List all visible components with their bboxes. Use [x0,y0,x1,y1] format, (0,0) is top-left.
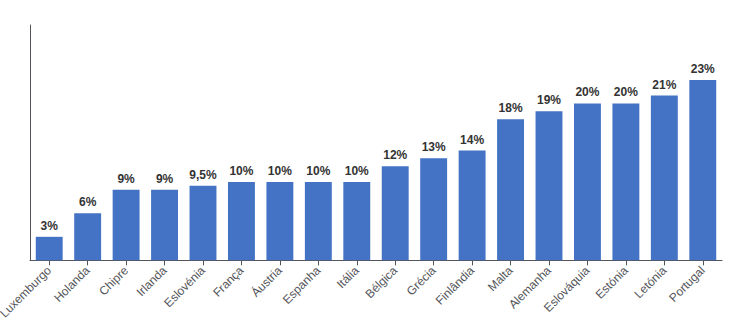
svg-text:14%: 14% [460,133,484,147]
svg-text:Malta: Malta [485,263,516,294]
svg-text:9%: 9% [156,172,174,186]
svg-text:6%: 6% [79,195,97,209]
svg-text:Finlândia: Finlândia [433,263,478,308]
svg-text:Luxemburgo: Luxemburgo [0,263,54,320]
svg-text:20%: 20% [575,85,599,99]
svg-text:Portugal: Portugal [666,263,707,304]
svg-text:Espanha: Espanha [280,263,324,307]
svg-text:10%: 10% [306,164,330,178]
svg-text:3%: 3% [41,219,59,233]
svg-text:9%: 9% [117,172,135,186]
svg-text:21%: 21% [652,78,676,92]
svg-text:12%: 12% [383,148,407,162]
svg-text:Letónia: Letónia [632,263,670,301]
svg-text:Eslovénia: Eslovénia [161,263,208,310]
svg-text:Chipre: Chipre [96,263,131,298]
svg-text:Bélgica: Bélgica [362,263,400,301]
svg-text:Eslováquia: Eslováquia [541,263,593,315]
svg-text:Holanda: Holanda [51,263,93,305]
svg-text:Alemanha: Alemanha [505,263,554,312]
svg-text:Áustria: Áustria [248,262,285,299]
svg-text:19%: 19% [537,93,561,107]
svg-text:Irlanda: Irlanda [134,263,170,299]
svg-text:10%: 10% [268,164,292,178]
svg-text:20%: 20% [614,85,638,99]
svg-text:França: França [210,263,247,300]
svg-text:18%: 18% [499,101,523,115]
svg-text:Estónia: Estónia [593,263,631,301]
svg-text:13%: 13% [422,140,446,154]
svg-text:23%: 23% [691,62,715,76]
svg-text:10%: 10% [229,164,253,178]
svg-text:10%: 10% [345,164,369,178]
svg-text:Grécia: Grécia [404,263,439,298]
svg-text:9,5%: 9,5% [189,168,217,182]
svg-text:Itália: Itália [334,263,362,291]
